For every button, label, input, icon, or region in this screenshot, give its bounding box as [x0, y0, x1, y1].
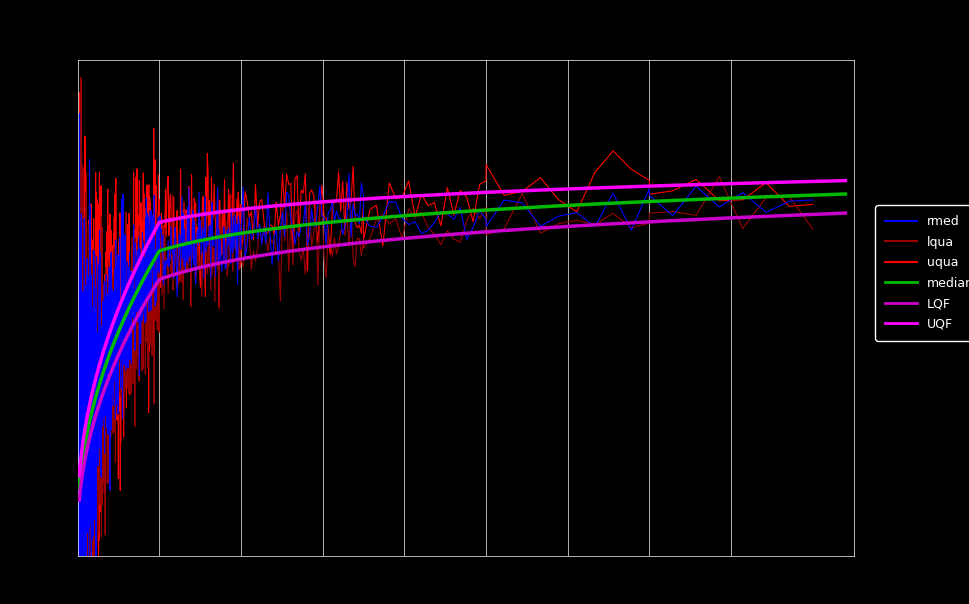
Legend: rmed, lqua, uqua, median, LQF, UQF: rmed, lqua, uqua, median, LQF, UQF [874, 205, 969, 341]
